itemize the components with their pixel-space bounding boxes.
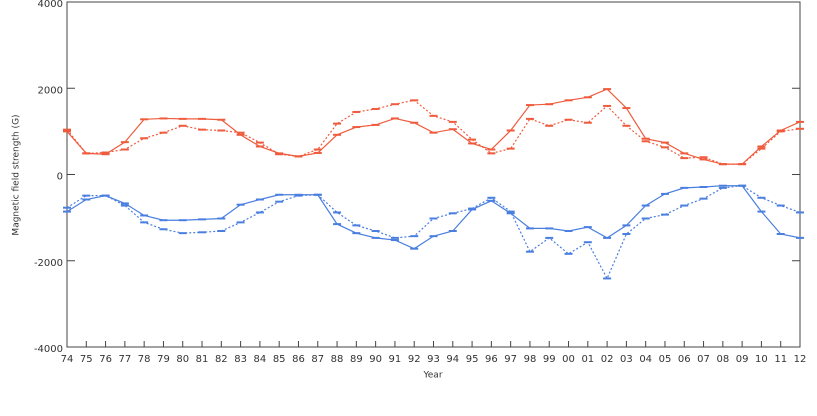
x-tick-label: 75 — [80, 354, 93, 365]
y-tick-label: 2000 — [38, 85, 63, 96]
x-tick-label: 00 — [562, 354, 575, 365]
series-line — [66, 185, 801, 250]
x-tick-label: 12 — [794, 354, 807, 365]
x-tick-label: 10 — [755, 354, 768, 365]
y-tick-label: -2000 — [34, 258, 63, 269]
y-tick-label: 4000 — [38, 0, 63, 10]
x-tick-label: 99 — [543, 354, 556, 365]
x-tick-label: 04 — [639, 354, 652, 365]
x-axis-label: Year — [422, 371, 442, 381]
x-tick-label: 76 — [99, 354, 112, 365]
x-tick-label: 93 — [427, 354, 440, 365]
x-tick-label: 94 — [446, 354, 459, 365]
x-tick-label: 95 — [466, 354, 479, 365]
x-tick-label: 97 — [504, 354, 517, 365]
x-tick-label: 06 — [678, 354, 691, 365]
y-tick-label: 0 — [57, 172, 63, 183]
plot-frame — [66, 1, 801, 348]
x-tick-label: 84 — [254, 354, 267, 365]
x-tick-label: 85 — [273, 354, 286, 365]
x-tick-label: 83 — [234, 354, 247, 365]
x-tick-label: 77 — [119, 354, 132, 365]
x-tick-label: 79 — [157, 354, 170, 365]
x-tick-label: 03 — [620, 354, 633, 365]
x-tick-label: 02 — [601, 354, 614, 365]
y-tick-label: -4000 — [34, 344, 63, 355]
x-tick-label: 92 — [408, 354, 421, 365]
x-tick-label: 01 — [581, 354, 594, 365]
x-tick-label: 08 — [716, 354, 729, 365]
x-tick-label: 05 — [659, 354, 672, 365]
x-tick-label: 82 — [215, 354, 228, 365]
x-tick-label: 11 — [774, 354, 787, 365]
x-tick-label: 74 — [61, 354, 74, 365]
x-tick-label: 90 — [369, 354, 382, 365]
series-line — [66, 88, 801, 165]
x-tick-label: 98 — [524, 354, 537, 365]
x-tick-label: 96 — [485, 354, 498, 365]
x-tick-label: 09 — [736, 354, 749, 365]
y-axis-label: Magnetic field strength (G) — [12, 114, 22, 235]
x-tick-label: 78 — [138, 354, 151, 365]
x-tick-label: 86 — [292, 354, 305, 365]
x-tick-label: 89 — [350, 354, 363, 365]
x-tick-label: 81 — [196, 354, 209, 365]
x-tick-label: 07 — [697, 354, 710, 365]
x-tick-label: 87 — [311, 354, 324, 365]
x-tick-label: 80 — [176, 354, 189, 365]
series-line — [66, 185, 801, 280]
x-tick-label: 88 — [331, 354, 344, 365]
x-tick-label: 91 — [389, 354, 402, 365]
